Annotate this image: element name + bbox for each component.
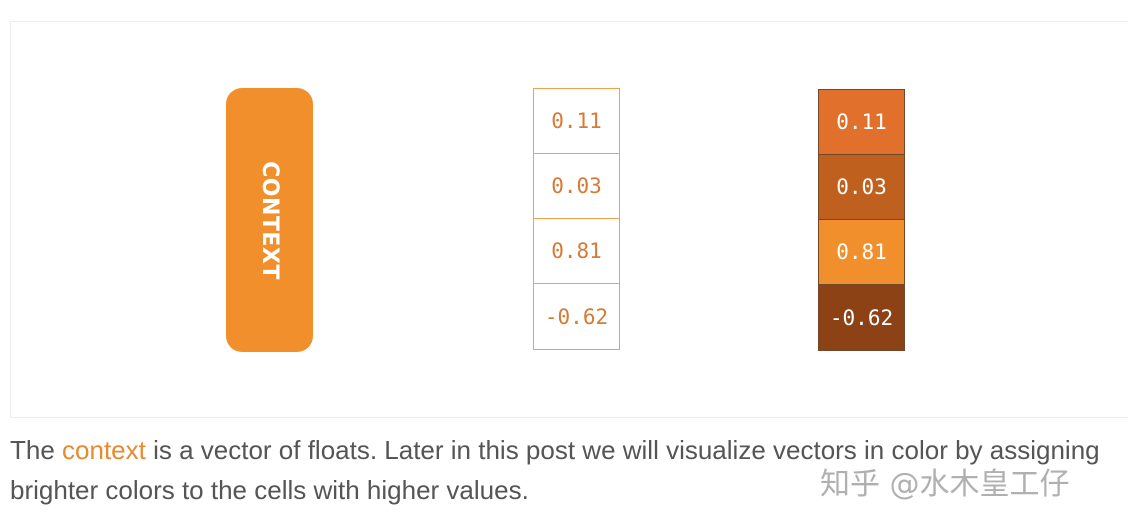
plain-vector-cell: 0.11: [534, 89, 619, 154]
colored-vector: 0.11 0.03 0.81 -0.62: [818, 89, 905, 351]
caption-rest: is a vector of floats. Later in this pos…: [10, 435, 1100, 505]
plain-vector-cell: 0.03: [534, 154, 619, 219]
colored-vector-cell: 0.03: [819, 155, 904, 220]
caption-prefix: The: [10, 435, 63, 465]
colored-vector-cell: -0.62: [819, 285, 904, 350]
plain-vector: 0.11 0.03 0.81 -0.62: [533, 88, 620, 350]
colored-vector-cell: 0.81: [819, 220, 904, 285]
caption: The context is a vector of floats. Later…: [10, 430, 1100, 510]
context-box: CONTEXT: [226, 88, 313, 352]
plain-vector-cell: 0.81: [534, 219, 619, 284]
context-label: CONTEXT: [257, 160, 283, 280]
plain-vector-cell: -0.62: [544, 304, 609, 329]
caption-context-term: context: [62, 435, 146, 465]
colored-vector-cell: 0.11: [819, 90, 904, 155]
watermark: 知乎 @水木皇工仔: [820, 467, 1070, 502]
